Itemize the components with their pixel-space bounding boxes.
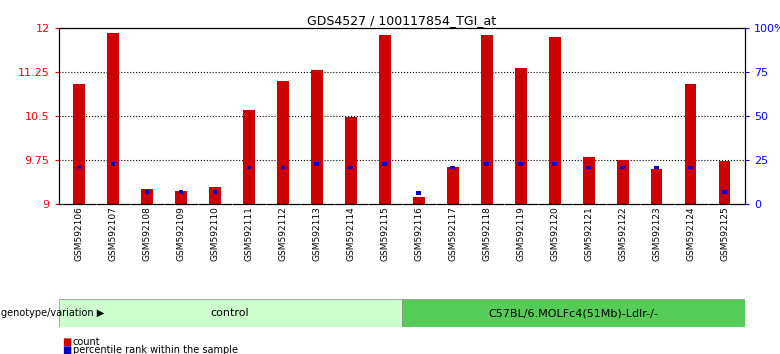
Bar bbox=[349, 166, 353, 169]
Text: GSM592107: GSM592107 bbox=[108, 206, 117, 261]
Bar bbox=[175, 191, 186, 204]
Text: genotype/variation ▶: genotype/variation ▶ bbox=[1, 308, 104, 318]
Bar bbox=[587, 166, 591, 169]
Text: GSM592110: GSM592110 bbox=[211, 206, 219, 261]
Bar bbox=[413, 196, 424, 204]
Bar bbox=[685, 84, 697, 204]
Bar bbox=[450, 166, 455, 169]
Bar bbox=[484, 162, 489, 166]
Text: GSM592125: GSM592125 bbox=[720, 206, 729, 261]
Text: GSM592112: GSM592112 bbox=[278, 206, 287, 261]
Bar bbox=[111, 162, 115, 166]
Bar bbox=[209, 187, 221, 204]
Bar bbox=[281, 166, 285, 169]
Bar bbox=[617, 160, 629, 204]
Text: GSM592113: GSM592113 bbox=[312, 206, 321, 261]
Bar bbox=[447, 167, 459, 204]
Text: count: count bbox=[73, 337, 100, 347]
Text: GSM592109: GSM592109 bbox=[176, 206, 186, 261]
Bar bbox=[722, 190, 727, 194]
Text: GSM592108: GSM592108 bbox=[142, 206, 151, 261]
Bar bbox=[402, 299, 745, 327]
Bar bbox=[243, 110, 255, 204]
Bar bbox=[277, 81, 289, 204]
Text: C57BL/6.MOLFc4(51Mb)-Ldlr-/-: C57BL/6.MOLFc4(51Mb)-Ldlr-/- bbox=[488, 308, 658, 318]
Bar bbox=[107, 33, 119, 204]
Text: GSM592119: GSM592119 bbox=[516, 206, 525, 261]
Bar bbox=[552, 162, 557, 166]
Bar bbox=[314, 162, 319, 166]
Bar bbox=[651, 169, 662, 204]
Text: percentile rank within the sample: percentile rank within the sample bbox=[73, 346, 238, 354]
Text: GSM592111: GSM592111 bbox=[244, 206, 254, 261]
Text: GSM592122: GSM592122 bbox=[618, 206, 627, 261]
Bar bbox=[76, 166, 81, 169]
Bar bbox=[548, 37, 561, 204]
Text: control: control bbox=[211, 308, 250, 318]
Text: GSM592117: GSM592117 bbox=[448, 206, 457, 261]
Bar bbox=[620, 166, 625, 169]
Bar bbox=[310, 70, 323, 204]
Text: GSM592124: GSM592124 bbox=[686, 206, 695, 261]
Bar bbox=[144, 190, 149, 194]
Bar bbox=[515, 68, 527, 204]
Bar bbox=[417, 191, 421, 195]
Bar bbox=[345, 117, 356, 204]
Text: ■: ■ bbox=[62, 337, 72, 347]
Bar bbox=[58, 299, 402, 327]
Title: GDS4527 / 100117854_TGI_at: GDS4527 / 100117854_TGI_at bbox=[307, 14, 496, 27]
Bar bbox=[718, 161, 730, 204]
Bar bbox=[212, 190, 217, 194]
Text: GSM592123: GSM592123 bbox=[652, 206, 661, 261]
Bar bbox=[246, 166, 251, 169]
Bar bbox=[583, 157, 594, 204]
Bar bbox=[480, 35, 493, 204]
Text: ■: ■ bbox=[62, 346, 72, 354]
Text: GSM592114: GSM592114 bbox=[346, 206, 355, 261]
Bar bbox=[73, 84, 85, 204]
Text: GSM592115: GSM592115 bbox=[380, 206, 389, 261]
Bar bbox=[654, 166, 659, 169]
Bar bbox=[379, 35, 391, 204]
Text: GSM592106: GSM592106 bbox=[74, 206, 83, 261]
Bar bbox=[141, 189, 153, 204]
Text: GSM592118: GSM592118 bbox=[482, 206, 491, 261]
Bar bbox=[519, 162, 523, 166]
Text: GSM592120: GSM592120 bbox=[550, 206, 559, 261]
Bar bbox=[688, 166, 693, 169]
Text: GSM592116: GSM592116 bbox=[414, 206, 424, 261]
Bar bbox=[179, 190, 183, 194]
Text: GSM592121: GSM592121 bbox=[584, 206, 593, 261]
Bar bbox=[382, 162, 387, 166]
